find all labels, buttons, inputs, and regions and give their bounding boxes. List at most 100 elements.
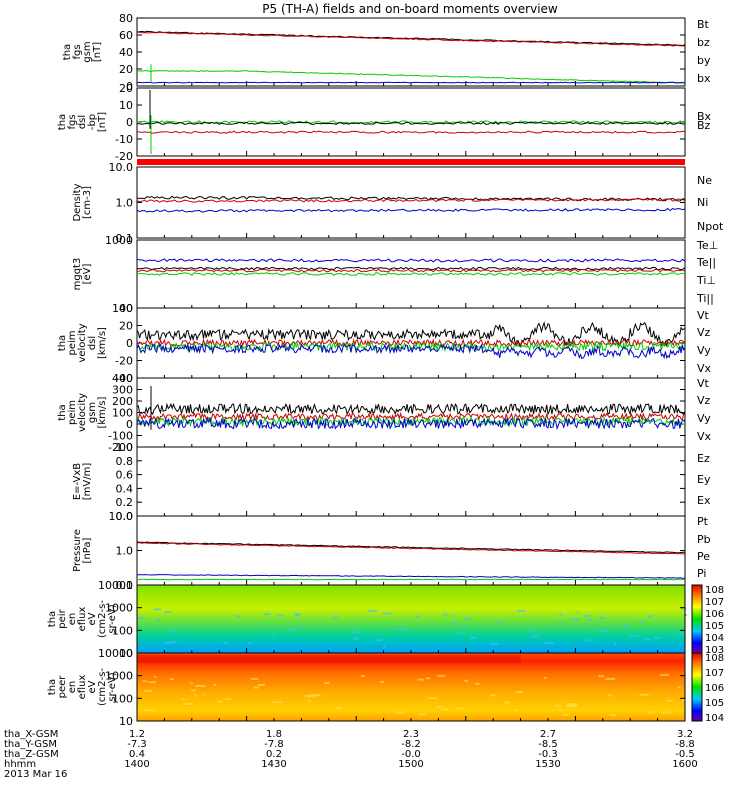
y-axis-label: [nT] (92, 42, 103, 62)
y-axis-label: eV (87, 612, 98, 625)
panel-frame (136, 307, 686, 379)
spectrogram-texture (194, 694, 197, 697)
y-tick-label: 0 (126, 337, 133, 350)
panel-4: 1000 100 mgqt3 [eV] Te⊥ Te|| Ti⊥ Ti|| (72, 234, 718, 315)
spectrogram-texture (154, 675, 157, 678)
y-axis-label: Pressure (72, 529, 83, 572)
y-tick-label: 0.8 (116, 455, 134, 468)
y-tick-label: -20 (115, 150, 133, 163)
spectrogram-texture (148, 681, 157, 684)
spectrogram-texture (558, 709, 562, 712)
series-bx (136, 81, 686, 84)
spectrogram-texture (142, 680, 147, 683)
y-tick-label: 10 (119, 99, 133, 112)
footer-value: 1500 (398, 759, 423, 770)
footer-value: 1430 (261, 759, 286, 770)
legend-entry-vx: Vx (697, 430, 712, 443)
spectrogram-texture (442, 708, 449, 711)
spectrogram-texture (298, 623, 302, 626)
spectrogram-texture (489, 642, 499, 645)
spectrogram-texture (665, 699, 674, 702)
y-axis-label: [km/s] (97, 327, 108, 359)
y-axis-label: tha (47, 679, 58, 695)
series-ne (136, 197, 686, 203)
y-axis-label: [nPa] (82, 537, 93, 563)
spectrogram-texture (451, 615, 455, 618)
spectrogram-texture (294, 614, 301, 617)
footer-value: -8.8 (675, 739, 695, 750)
y-axis-label: peim (67, 330, 78, 355)
series-pe (137, 578, 686, 581)
y-axis-label: -bp (87, 114, 98, 130)
spectrogram-texture (451, 622, 456, 625)
spectrogram-texture (457, 631, 461, 634)
y-axis-label: [mV/m] (82, 463, 93, 501)
footer-value: -0.3 (538, 749, 558, 760)
series-pt (136, 541, 685, 554)
spectrogram-texture (514, 709, 520, 712)
y-tick-label: 20 (119, 82, 133, 95)
spectrogram-texture (475, 682, 480, 685)
spectrogram-texture (436, 705, 443, 708)
colorbar-tick-label: 106 (705, 683, 724, 694)
y-tick-label: 1000 (105, 602, 133, 615)
spectrogram-texture (654, 637, 661, 640)
spectrogram-texture (461, 626, 467, 629)
spectrogram-texture (137, 617, 146, 619)
spectrogram-texture (380, 680, 385, 683)
y-axis-label: (cm2-s- (97, 668, 108, 706)
y-tick-label: 0 (126, 80, 133, 93)
spectrogram-texture (361, 675, 365, 678)
spectrogram-texture (257, 684, 265, 686)
footer-value: 1.8 (266, 729, 282, 740)
legend-entry-npot: Npot (697, 220, 724, 233)
series-tperp-i (136, 258, 686, 263)
y-axis-label: peim (67, 400, 78, 425)
y-axis-label: E=-VxB (72, 463, 83, 500)
y-tick-label: 0.1 (116, 232, 134, 245)
y-tick-label: -200 (108, 441, 133, 454)
footer-value: 1600 (672, 759, 697, 770)
y-tick-label: -100 (108, 430, 133, 443)
colorbar-tick-label: 104 (705, 713, 724, 724)
y-tick-label: 100 (112, 302, 133, 315)
y-axis-label: eV (87, 680, 98, 693)
y-axis-label: en (67, 681, 78, 694)
y-tick-label: 10000 (98, 579, 133, 592)
y-tick-label: -10 (115, 133, 133, 146)
spectrogram-texture (164, 611, 172, 613)
footer-value: -8.2 (401, 739, 421, 750)
legend-entry-vz: Vz (697, 326, 711, 339)
spectrogram-texture (647, 711, 655, 714)
colorbar-tick-label: 108 (705, 653, 724, 664)
spectrogram-texture (271, 633, 275, 636)
y-tick-label: 1.0 (116, 545, 134, 558)
spectrogram-texture (629, 634, 640, 637)
red-flag-bar (137, 159, 685, 165)
y-tick-label: 200 (112, 395, 133, 408)
footer-value: -0.5 (675, 749, 695, 760)
spectrogram-texture (442, 613, 449, 616)
legend-entry-ti: Ti⊥ (696, 274, 716, 287)
spectrogram-texture (515, 691, 523, 694)
y-axis-label: eflux (77, 607, 88, 632)
spectrogram-texture (559, 613, 563, 616)
series-vz-gsm (136, 411, 686, 422)
spectrogram-texture (576, 611, 580, 614)
y-axis-label: velocity (77, 393, 88, 432)
spectrogram-texture (304, 695, 315, 698)
spectrogram-texture (647, 615, 654, 618)
spectrogram-texture (144, 690, 153, 692)
spectrogram-texture (639, 693, 649, 696)
y-axis-label: dsl (87, 336, 98, 350)
colorbar-gradient (691, 584, 703, 654)
y-tick-label: 100 (112, 692, 133, 705)
spectrogram-texture (567, 703, 576, 705)
colorbar-tick-label: 103 (705, 645, 724, 656)
legend-entry-pe: Pe (697, 550, 710, 563)
spectrogram-texture (248, 641, 252, 644)
spectrogram-texture (598, 675, 604, 678)
y-axis-label: gsm (82, 41, 93, 62)
y-tick-label: 10 (119, 715, 133, 728)
